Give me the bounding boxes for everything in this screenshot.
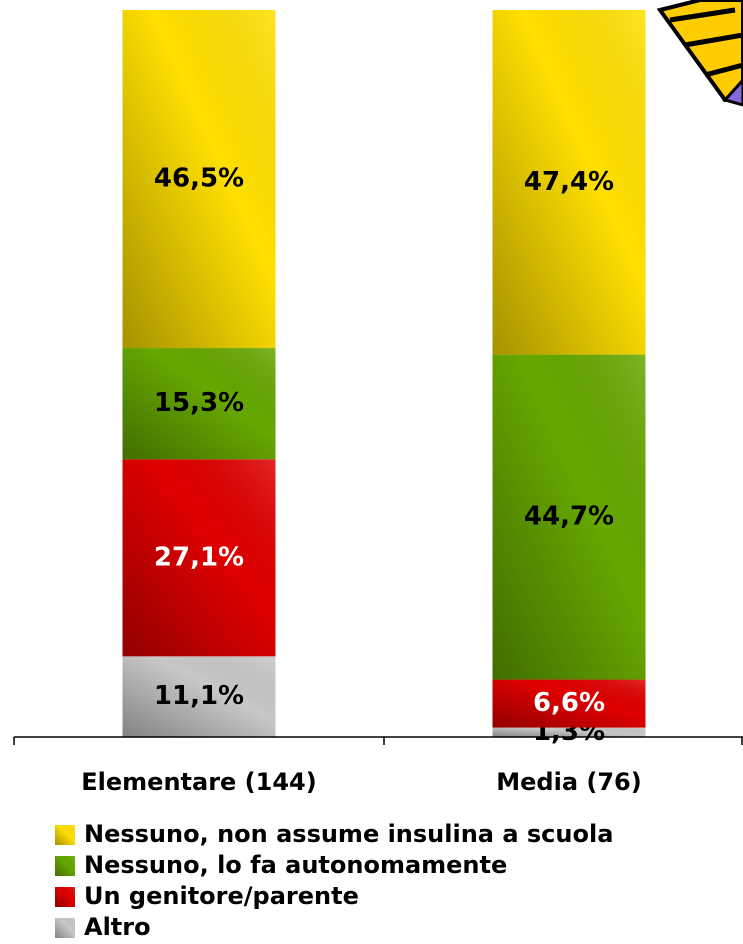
bar-shade — [492, 10, 646, 355]
bar-shade — [122, 656, 276, 737]
value-label: 6,6% — [533, 688, 605, 718]
legend-shade — [55, 918, 75, 938]
bar-shade — [492, 354, 646, 680]
value-label: 44,7% — [524, 502, 614, 532]
x-tick-label: Elementare (144) — [81, 768, 316, 796]
value-label: 15,3% — [154, 388, 244, 418]
legend-shade — [55, 825, 75, 845]
legend-label: Nessuno, non assume insulina a scuola — [84, 820, 613, 848]
legend-shade — [55, 856, 75, 876]
legend-label: Un genitore/parente — [84, 882, 359, 910]
value-label: 46,5% — [154, 164, 244, 194]
bar-shade — [492, 679, 646, 728]
bar-shade — [122, 348, 276, 460]
legend-label: Nessuno, lo fa autonomamente — [84, 851, 507, 879]
value-label: 47,4% — [524, 167, 614, 197]
legend-label: Altro — [84, 913, 151, 941]
decoration — [656, 0, 743, 107]
x-tick-label: Media (76) — [496, 768, 641, 796]
value-label: 27,1% — [154, 542, 244, 572]
bar-shade — [492, 727, 646, 737]
legend-shade — [55, 887, 75, 907]
bar-shade — [122, 10, 276, 349]
bar-shade — [122, 459, 276, 657]
value-label: 11,1% — [154, 681, 244, 711]
